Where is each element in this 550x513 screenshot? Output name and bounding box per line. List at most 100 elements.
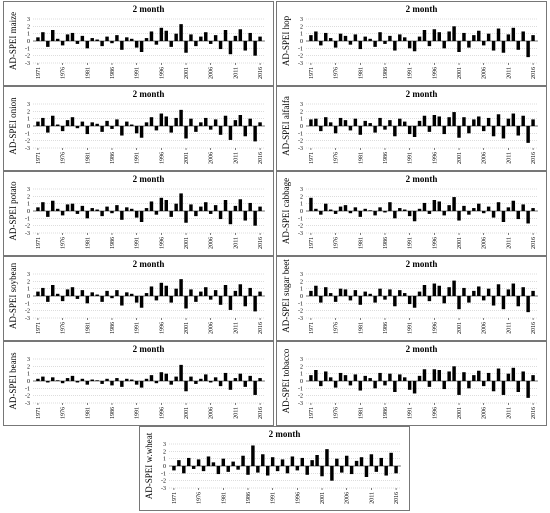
bar — [243, 381, 247, 387]
bar — [349, 466, 354, 475]
x-tick-label: 1971 — [36, 322, 42, 334]
y-tick-label: 2 — [27, 109, 30, 115]
bar — [486, 117, 491, 126]
bar — [363, 291, 367, 296]
bar — [243, 41, 247, 51]
bar — [295, 466, 300, 471]
bar — [95, 294, 99, 296]
x-tick-label: 1991 — [135, 407, 141, 419]
bar — [169, 296, 173, 303]
bar — [110, 126, 114, 129]
bar — [324, 117, 328, 126]
x-tick-label: 2016 — [258, 407, 264, 419]
x-tick-label: 1971 — [309, 407, 315, 419]
bar — [258, 291, 262, 296]
bar — [383, 381, 387, 386]
bar — [159, 197, 164, 211]
bar — [379, 457, 383, 466]
bar — [398, 208, 402, 211]
y-tick-label: 3 — [27, 187, 30, 193]
bar — [189, 204, 193, 211]
bar — [115, 119, 119, 126]
x-tick-label: 1991 — [408, 237, 414, 249]
bar — [353, 34, 358, 41]
bar — [208, 41, 213, 44]
bar — [343, 120, 348, 126]
bar — [364, 466, 369, 477]
x-tick-label: 2016 — [258, 67, 264, 79]
x-tick-label: 1976 — [334, 407, 340, 419]
bar — [309, 119, 313, 126]
chart-title: 2 month — [406, 344, 438, 354]
bar — [531, 35, 535, 41]
bar — [36, 207, 40, 211]
bar — [353, 207, 358, 211]
bar — [472, 375, 476, 381]
bar — [164, 285, 169, 296]
x-tick-label: 2016 — [531, 67, 537, 79]
bar — [159, 282, 164, 296]
bar — [238, 29, 243, 41]
bar — [373, 381, 377, 389]
bar — [208, 126, 213, 130]
bar — [60, 211, 65, 216]
x-tick-label: 1991 — [135, 67, 141, 79]
bar — [36, 378, 40, 381]
bar — [358, 126, 363, 135]
bar — [129, 293, 134, 296]
y-tick-label: 2 — [300, 279, 303, 285]
bar — [223, 115, 228, 126]
x-tick-label: 1971 — [172, 492, 178, 504]
bar — [221, 458, 226, 466]
x-tick-label: 2016 — [258, 237, 264, 249]
x-tick-label: 1976 — [334, 152, 340, 164]
x-tick-label: 2011 — [233, 407, 239, 419]
bar — [402, 293, 407, 296]
bar — [75, 126, 80, 129]
bar — [427, 211, 432, 214]
y-tick-label: 3 — [300, 357, 303, 363]
y-tick-label: 0 — [27, 209, 30, 215]
x-tick-label: 1981 — [358, 407, 364, 419]
bar — [120, 381, 124, 387]
bar — [452, 280, 456, 296]
bar — [46, 41, 50, 47]
bar — [179, 364, 183, 381]
bar — [105, 36, 109, 41]
bar — [324, 287, 328, 296]
x-tick-label: 1996 — [295, 492, 301, 504]
bar — [457, 211, 461, 221]
bar — [51, 285, 55, 296]
bar — [216, 466, 221, 475]
bar — [407, 211, 412, 217]
bar — [330, 466, 334, 481]
bar — [310, 460, 314, 466]
y-tick-label: -1 — [161, 471, 166, 477]
bar — [204, 32, 208, 41]
bar — [319, 126, 323, 132]
bar — [496, 28, 501, 41]
bar — [75, 296, 80, 299]
x-tick-label: 2011 — [506, 152, 512, 164]
x-tick-label: 1981 — [221, 492, 227, 504]
bar — [467, 41, 471, 48]
y-tick-label: -2 — [25, 139, 30, 145]
bar — [516, 126, 520, 136]
bar — [199, 206, 203, 211]
bar — [388, 35, 392, 41]
bar — [486, 372, 491, 381]
y-tick-label: 2 — [27, 194, 30, 200]
bar — [462, 205, 466, 211]
bar — [149, 286, 154, 296]
bar — [378, 372, 382, 381]
bar — [516, 41, 520, 50]
x-tick-label: 1971 — [309, 67, 315, 79]
x-tick-label: 2001 — [184, 407, 190, 419]
bar — [189, 289, 193, 296]
bar — [452, 197, 456, 211]
bar — [253, 381, 257, 395]
bar — [363, 120, 367, 126]
panel-border — [3, 1, 274, 86]
bar — [55, 124, 60, 126]
bar — [55, 380, 60, 381]
